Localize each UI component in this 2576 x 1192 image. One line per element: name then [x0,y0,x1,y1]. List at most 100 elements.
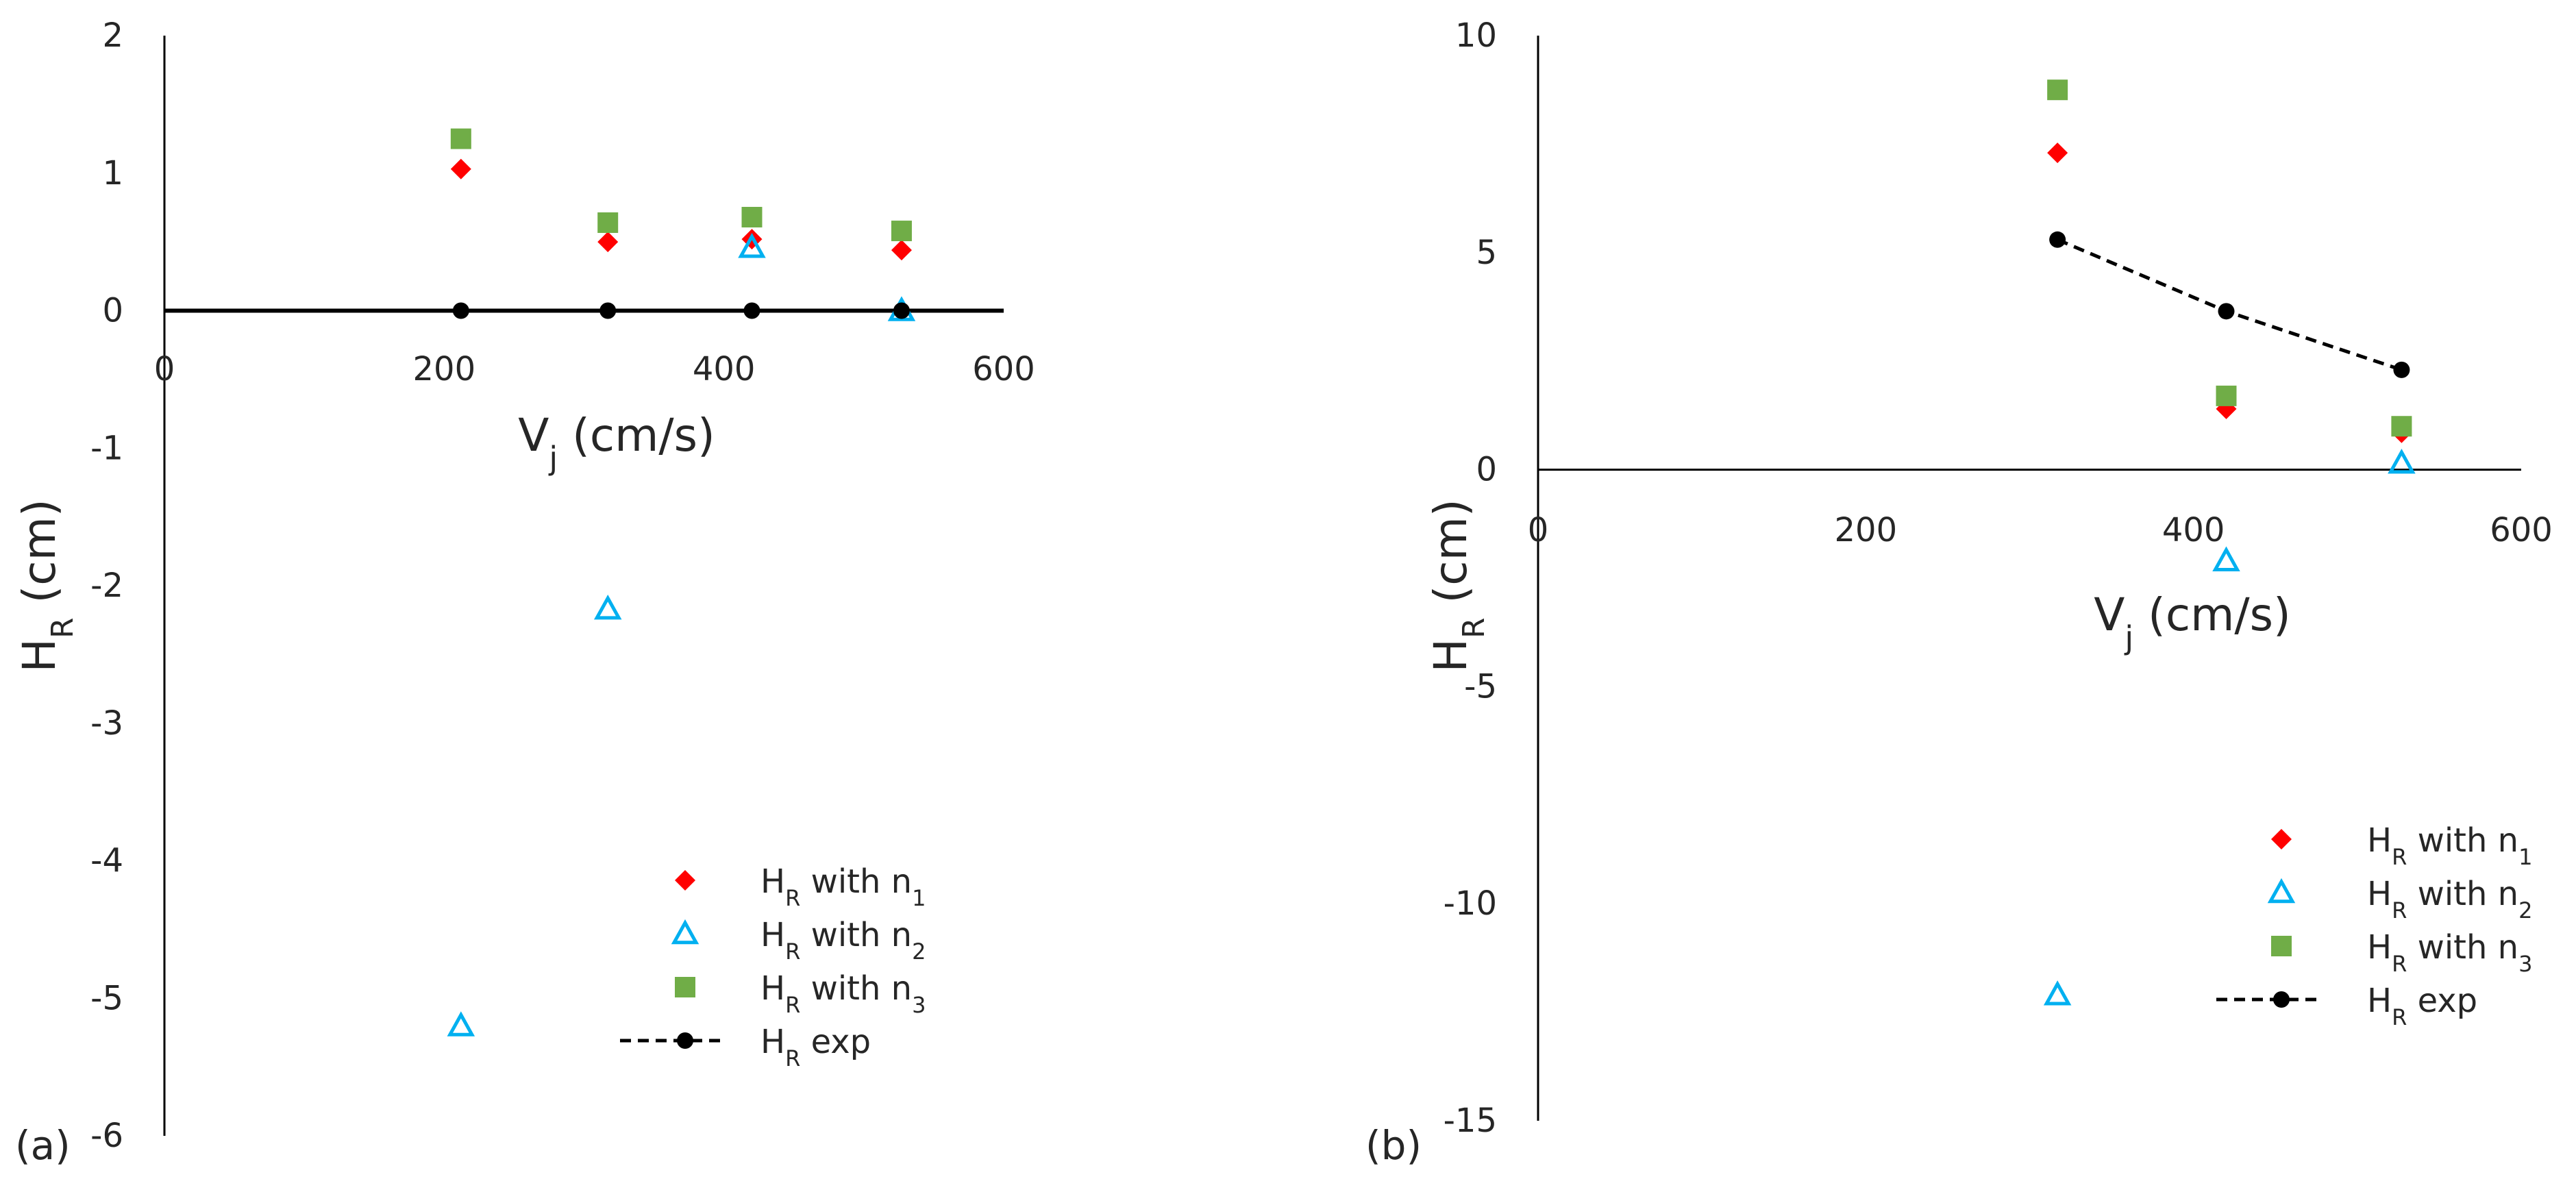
legend-marker [675,977,695,997]
data-point [450,158,471,179]
data-point [2049,231,2066,248]
y-tick-label: -5 [90,979,123,1017]
text-span: R [45,617,80,638]
data-point [2393,361,2410,378]
y-tick-label: -1 [90,429,123,467]
y-tick-label: 2 [102,16,123,55]
legend-marker [675,870,695,891]
text-span: with n [2407,875,2518,913]
text-span: exp [800,1023,871,1061]
data-point [891,240,912,261]
text-span: j [548,440,558,477]
series-3 [2047,79,2412,437]
text-span: H [13,638,66,673]
legend-entry: HR with n2 [2367,875,2532,923]
y-tick-label: 10 [1455,16,1497,55]
data-point [452,302,469,319]
data-point [738,233,766,258]
y-axis-title: HR (cm) [1424,499,1491,672]
series-2 [2043,448,2416,1006]
data-point [599,302,617,319]
text-span: V [518,409,549,462]
series-4 [2049,231,2410,378]
legend-marker [2273,991,2290,1008]
data-point [2047,79,2068,101]
text-span: 3 [2518,951,2532,977]
data-point [893,302,910,319]
series-3 [450,128,912,242]
text-span: R [1457,617,1491,638]
text-span: H [2367,982,2392,1020]
legend-entry: HR with n1 [2367,821,2532,870]
text-span: H [760,1023,785,1061]
legend-entry: HR with n3 [2367,928,2532,977]
legend-entry: HR with n1 [760,862,926,911]
legend-marker [2267,878,2296,904]
data-point [743,302,760,319]
text-span: 1 [2518,844,2532,870]
data-point [593,594,622,620]
text-span: R [785,885,800,911]
text-span: 2 [912,939,926,965]
text-span: V [2094,588,2125,641]
text-span: H [2367,875,2392,913]
data-point [2043,980,2072,1006]
y-tick-label: -6 [90,1117,123,1155]
text-span: exp [2407,982,2477,1020]
legend-marker [2271,829,2292,849]
legend-marker [2271,936,2292,956]
y-tick-label: -3 [90,704,123,743]
x-tick-label: 600 [972,350,1035,388]
legend-marker [677,1032,693,1049]
legend-marker [671,919,699,945]
text-span: H [2367,821,2392,860]
text-span: R [785,992,800,1018]
text-span: with n [800,862,912,901]
series-1 [450,158,912,261]
data-point [597,212,619,234]
legend-entry: HR exp [760,1023,871,1071]
panel-label: (a) [15,1122,71,1169]
text-span: with n [800,969,912,1008]
data-point [891,221,912,242]
text-span: H [1424,638,1477,673]
text-span: R [2392,1004,2407,1030]
series-4 [452,302,910,319]
text-span: H [760,862,785,901]
text-span: (cm) [1424,499,1477,617]
x-tick-label: 200 [1835,511,1898,549]
y-tick-label: -4 [90,842,123,880]
x-tick-label: 400 [2162,511,2225,549]
y-tick-label: -2 [90,567,123,605]
text-span: R [785,1045,800,1071]
text-span: 2 [2518,897,2532,923]
panel-label: (b) [1365,1122,1422,1169]
x-tick-label: 400 [693,350,756,388]
x-tick-label: 0 [154,350,175,388]
text-span: R [2392,951,2407,977]
text-span: 3 [912,992,926,1018]
y-tick-label: 0 [102,292,123,330]
data-point [2391,416,2412,437]
legend-entry: HR with n3 [760,969,926,1018]
text-span: H [2367,928,2392,967]
text-span: R [785,939,800,965]
text-span: with n [2407,821,2518,860]
y-tick-label: -15 [1444,1102,1497,1140]
data-point [741,206,763,227]
text-span: with n [800,916,912,954]
y-tick-label: 1 [102,154,123,193]
legend-entry: HR with n2 [760,916,926,965]
y-tick-label: -5 [1464,667,1497,706]
data-point [2047,142,2068,164]
text-span: H [760,969,785,1008]
data-point [2218,303,2235,320]
data-point [597,232,619,253]
series-2 [447,233,916,1036]
data-point [450,128,471,149]
text-span: (cm/s) [558,409,715,462]
